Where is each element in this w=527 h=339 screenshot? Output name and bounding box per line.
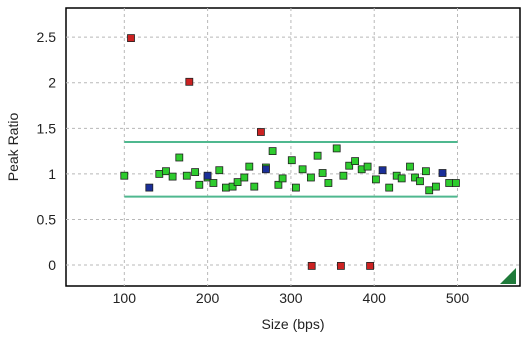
- x-tick-label: 300: [279, 290, 303, 306]
- tick-labels: 100 200 300 400 500 0 0.5 1 1.5 2 2.5: [37, 29, 470, 306]
- in-range-point: [397, 174, 406, 183]
- in-range-point: [175, 153, 184, 162]
- in-range-point: [371, 175, 380, 184]
- in-range-point: [215, 166, 224, 175]
- x-tick-label: 100: [113, 290, 137, 306]
- y-tick-label: 2.5: [37, 29, 57, 45]
- in-range-point: [332, 144, 341, 153]
- in-range-point: [324, 179, 333, 187]
- y-tick-label: 1.5: [37, 120, 57, 136]
- in-range-point: [278, 174, 287, 183]
- threshold-lines: [124, 140, 458, 198]
- in-range-point: [250, 182, 259, 191]
- in-range-point: [240, 173, 249, 182]
- resize-corner-icon[interactable]: [500, 268, 516, 284]
- in-range-point: [431, 182, 440, 191]
- in-range-point: [313, 151, 322, 160]
- in-range-point: [318, 169, 327, 177]
- off-size-point: [261, 165, 270, 174]
- in-range-point: [274, 180, 283, 189]
- off-size-point: [378, 166, 387, 175]
- x-tick-label: 500: [446, 290, 470, 306]
- in-range-point: [445, 179, 454, 187]
- in-range-point: [191, 168, 200, 177]
- in-range-point: [228, 182, 237, 191]
- in-range-point: [168, 172, 177, 181]
- in-range-point: [298, 165, 307, 174]
- in-range-point: [120, 171, 129, 180]
- in-range-point: [162, 167, 170, 176]
- in-range-point: [451, 179, 460, 187]
- out-of-range-point: [185, 77, 194, 86]
- in-range-point: [245, 162, 254, 171]
- out-of-range-point: [336, 261, 345, 270]
- in-range-point: [155, 169, 164, 178]
- in-range-point: [306, 173, 315, 182]
- off-size-point: [145, 183, 154, 192]
- x-axis-title: Size (bps): [261, 316, 324, 332]
- off-size-point: [438, 169, 447, 177]
- in-range-point: [287, 156, 296, 165]
- y-tick-label: 1: [48, 166, 56, 182]
- out-of-range-point: [127, 34, 135, 42]
- y-tick-label: 0: [48, 257, 56, 273]
- in-range-point: [406, 162, 414, 171]
- in-range-point: [385, 183, 394, 192]
- in-range-point: [182, 171, 191, 180]
- in-range-point: [351, 157, 360, 166]
- in-range-point: [195, 180, 204, 189]
- in-range-point: [221, 183, 230, 192]
- x-tick-label: 200: [196, 290, 220, 306]
- y-axis-title: Peak Ratio: [5, 113, 21, 182]
- in-range-point: [345, 161, 354, 170]
- x-tick-label: 400: [363, 290, 387, 306]
- y-tick-label: 2: [48, 75, 56, 91]
- in-range-point: [209, 179, 218, 187]
- in-range-point: [339, 171, 348, 180]
- in-range-point: [291, 183, 300, 192]
- in-range-point: [421, 167, 430, 176]
- in-range-point: [425, 186, 434, 195]
- out-of-range-point: [256, 128, 265, 136]
- in-range-point: [416, 177, 424, 186]
- in-range-point: [363, 162, 372, 171]
- in-range-point: [268, 147, 277, 156]
- plot-area: [65, 7, 521, 287]
- out-of-range-point: [307, 261, 316, 270]
- in-range-point: [233, 178, 242, 187]
- off-size-point: [203, 171, 212, 180]
- y-tick-label: 0.5: [37, 211, 57, 227]
- out-of-range-point: [366, 261, 375, 270]
- data-points: [120, 34, 460, 270]
